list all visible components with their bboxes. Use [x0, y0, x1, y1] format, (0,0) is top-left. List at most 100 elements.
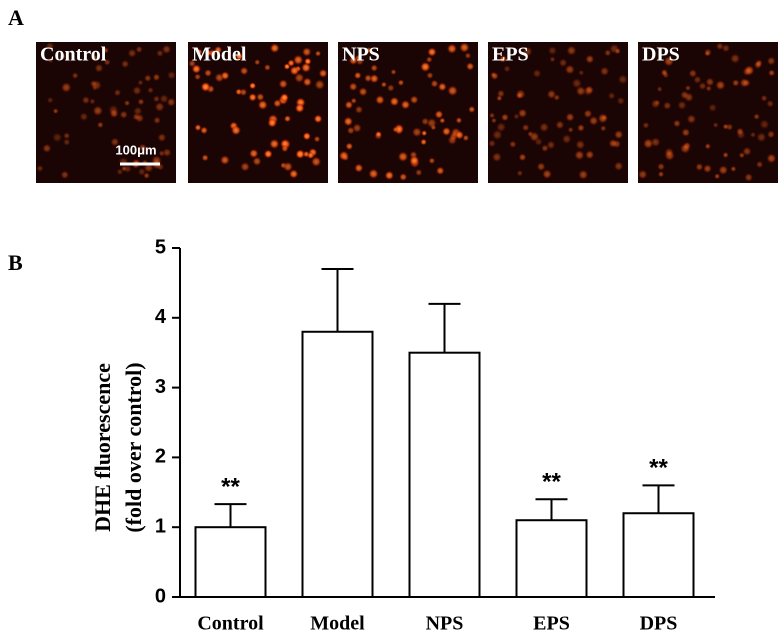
cell	[102, 47, 110, 54]
cell	[279, 93, 289, 103]
image-label: DPS	[642, 44, 680, 66]
cell	[712, 122, 719, 129]
bar	[515, 519, 588, 598]
cell	[713, 173, 721, 180]
cell	[157, 132, 167, 143]
cell	[60, 81, 72, 93]
cell	[119, 110, 128, 119]
cell	[427, 47, 437, 57]
cell	[390, 68, 397, 76]
cell	[344, 100, 354, 110]
x-tick-label: NPS	[426, 613, 464, 635]
cell	[90, 54, 99, 62]
cell	[495, 121, 507, 133]
cell	[546, 89, 557, 100]
cell	[369, 73, 380, 84]
cell	[135, 45, 143, 54]
cell	[200, 126, 209, 135]
cell	[518, 153, 527, 162]
cell	[695, 162, 704, 172]
cell	[63, 138, 71, 146]
cell	[314, 50, 322, 57]
cell	[616, 96, 626, 106]
cell	[161, 44, 172, 55]
cell	[368, 168, 379, 180]
cell	[194, 73, 202, 81]
cell	[153, 116, 161, 125]
image-label: EPS	[492, 44, 529, 66]
cell	[409, 155, 420, 166]
cell	[599, 125, 607, 132]
cell	[688, 68, 698, 78]
cell	[267, 117, 278, 128]
cell	[662, 101, 672, 111]
cell	[441, 126, 452, 137]
cell	[219, 155, 230, 166]
cell	[354, 105, 364, 114]
cell	[273, 98, 282, 108]
cell	[702, 164, 713, 174]
cell	[677, 100, 687, 111]
cell	[248, 148, 259, 159]
cell	[283, 115, 292, 123]
cell	[613, 129, 624, 140]
cell	[313, 114, 323, 124]
cell	[208, 48, 217, 58]
cell	[491, 151, 503, 163]
cell	[496, 95, 503, 102]
cell	[138, 143, 147, 152]
cell	[576, 123, 585, 132]
cell	[420, 61, 431, 73]
bar	[301, 330, 374, 598]
cell	[536, 162, 546, 172]
scale-bar-label: 100μm	[115, 142, 156, 157]
cell	[684, 84, 692, 92]
cell	[137, 98, 145, 106]
bar	[194, 526, 267, 599]
cell	[230, 125, 242, 136]
y-axis-label: DHE fluorescence	[90, 363, 115, 532]
cell	[614, 47, 621, 55]
cell	[36, 164, 44, 173]
cell	[79, 112, 89, 122]
cell	[120, 59, 130, 69]
cell	[766, 99, 775, 108]
image-label: Model	[192, 44, 247, 66]
cell	[730, 165, 737, 172]
cell	[166, 97, 176, 107]
cell	[281, 144, 289, 153]
cell	[759, 119, 770, 130]
cell	[454, 130, 465, 140]
cell	[722, 151, 729, 159]
cell	[201, 154, 209, 162]
cell	[516, 169, 524, 177]
cell	[749, 131, 757, 138]
cell	[256, 92, 265, 102]
cell	[575, 139, 586, 150]
cell	[532, 68, 542, 79]
cell	[45, 41, 55, 51]
cell	[113, 88, 122, 97]
image-label: Control	[40, 44, 107, 66]
cell	[103, 58, 111, 66]
x-tick-label: Model	[310, 613, 365, 635]
cell	[753, 60, 763, 69]
cell	[547, 45, 558, 56]
cell	[159, 93, 169, 104]
cell	[680, 90, 690, 100]
cell	[672, 119, 681, 128]
cell	[599, 66, 610, 77]
cell	[288, 169, 299, 179]
cell	[488, 112, 496, 119]
bar	[408, 351, 481, 599]
cell	[248, 93, 258, 102]
cell	[704, 50, 711, 57]
cell	[269, 138, 280, 150]
x-tick-label: DPS	[640, 613, 678, 635]
cell	[490, 117, 497, 124]
cell	[343, 116, 354, 127]
cell	[338, 150, 350, 162]
cell	[386, 83, 395, 92]
cell	[370, 64, 379, 72]
